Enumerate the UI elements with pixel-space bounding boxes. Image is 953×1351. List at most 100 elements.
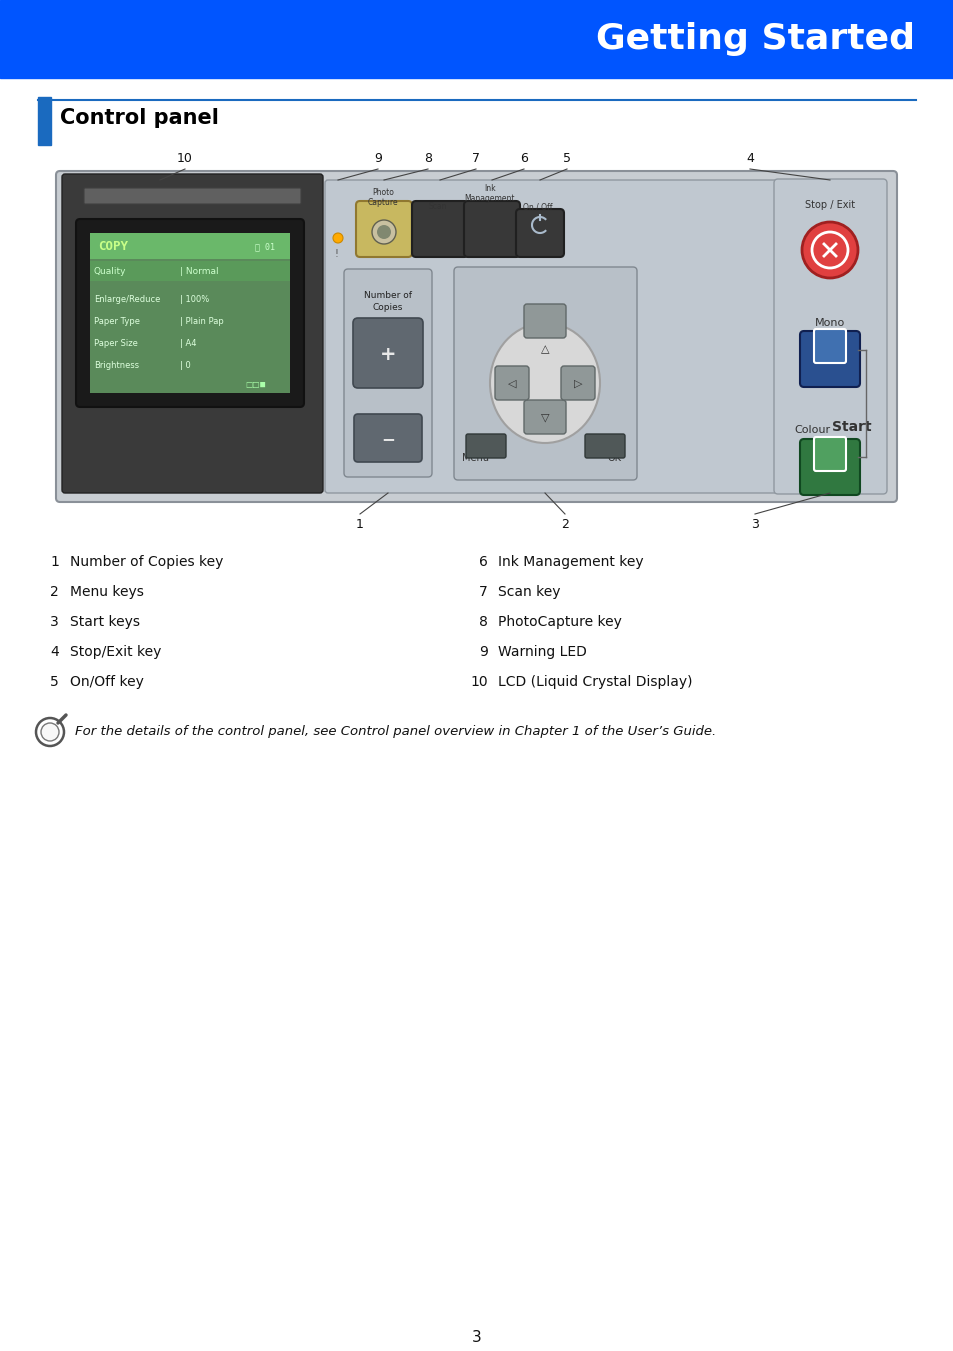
FancyBboxPatch shape [354, 413, 421, 462]
Text: Brightness: Brightness [94, 361, 139, 370]
Text: On / Off: On / Off [522, 203, 552, 211]
FancyBboxPatch shape [56, 172, 896, 503]
Text: 5: 5 [562, 153, 571, 165]
Text: Start: Start [831, 420, 871, 434]
Text: Enlarge/Reduce: Enlarge/Reduce [94, 295, 160, 304]
Text: COPY: COPY [98, 240, 128, 254]
Text: □□◼: □□◼ [245, 381, 266, 389]
FancyBboxPatch shape [76, 219, 304, 407]
Text: Control panel: Control panel [60, 108, 218, 128]
Text: Paper Type: Paper Type [94, 316, 140, 326]
Text: 10: 10 [470, 676, 488, 689]
Text: 9: 9 [478, 644, 488, 659]
FancyBboxPatch shape [412, 201, 468, 257]
Text: Photo
Capture: Photo Capture [367, 188, 398, 207]
FancyBboxPatch shape [523, 304, 565, 338]
Text: Scan key: Scan key [497, 585, 560, 598]
Text: 10: 10 [177, 153, 193, 165]
FancyBboxPatch shape [454, 267, 637, 480]
Text: !: ! [334, 249, 337, 259]
FancyBboxPatch shape [353, 317, 422, 388]
Text: Stop/Exit key: Stop/Exit key [70, 644, 161, 659]
Text: 1: 1 [355, 517, 363, 531]
Text: Ink
Management: Ink Management [464, 184, 515, 203]
Text: 2: 2 [560, 517, 568, 531]
Text: Getting Started: Getting Started [596, 22, 914, 55]
Text: Menu: Menu [462, 453, 489, 463]
Text: ◁: ◁ [507, 380, 516, 389]
Text: | A4: | A4 [180, 339, 196, 347]
Ellipse shape [490, 323, 599, 443]
Bar [38, 97, 51, 145]
Text: 8: 8 [478, 615, 488, 630]
Text: Number of Copies key: Number of Copies key [70, 555, 223, 569]
Text: | 0: | 0 [180, 361, 191, 370]
Circle shape [333, 232, 343, 243]
Text: Menu keys: Menu keys [70, 585, 144, 598]
Text: Warning LED: Warning LED [497, 644, 586, 659]
Circle shape [36, 717, 64, 746]
Text: Scan: Scan [428, 203, 447, 211]
Text: Quality: Quality [94, 267, 127, 277]
FancyBboxPatch shape [560, 366, 595, 400]
FancyBboxPatch shape [325, 180, 781, 493]
FancyBboxPatch shape [813, 330, 845, 363]
Text: △: △ [540, 345, 549, 354]
FancyBboxPatch shape [84, 188, 301, 204]
Text: LCD (Liquid Crystal Display): LCD (Liquid Crystal Display) [497, 676, 692, 689]
Text: Copies: Copies [373, 304, 403, 312]
FancyBboxPatch shape [800, 439, 859, 494]
FancyBboxPatch shape [355, 201, 412, 257]
Circle shape [372, 220, 395, 245]
FancyBboxPatch shape [465, 434, 505, 458]
Text: Paper Size: Paper Size [94, 339, 138, 347]
Text: OK: OK [607, 453, 621, 463]
Text: 2: 2 [50, 585, 59, 598]
Text: 8: 8 [423, 153, 432, 165]
Text: 4: 4 [745, 153, 753, 165]
Text: Start keys: Start keys [70, 615, 140, 630]
Text: | Normal: | Normal [180, 267, 218, 277]
Text: 9: 9 [374, 153, 381, 165]
Circle shape [376, 226, 391, 239]
Text: 6: 6 [519, 153, 527, 165]
FancyBboxPatch shape [584, 434, 624, 458]
Text: Colour: Colour [793, 426, 829, 435]
Bar [0, 0, 953, 78]
Text: +: + [379, 345, 395, 363]
Text: 7: 7 [478, 585, 488, 598]
Text: 3: 3 [50, 615, 59, 630]
Text: Number of: Number of [364, 290, 412, 300]
Text: | Plain Pap: | Plain Pap [180, 316, 224, 326]
Text: 5: 5 [50, 676, 59, 689]
FancyBboxPatch shape [813, 436, 845, 471]
Text: 3: 3 [472, 1331, 481, 1346]
Text: Stop / Exit: Stop / Exit [804, 200, 854, 209]
FancyBboxPatch shape [62, 174, 323, 493]
Text: Mono: Mono [814, 317, 844, 328]
FancyBboxPatch shape [800, 331, 859, 386]
FancyBboxPatch shape [773, 178, 886, 494]
FancyBboxPatch shape [344, 269, 432, 477]
Text: Ink Management key: Ink Management key [497, 555, 643, 569]
Text: 1: 1 [50, 555, 59, 569]
Text: ▽: ▽ [540, 412, 549, 422]
Text: 4: 4 [50, 644, 59, 659]
Bar [90, 232, 290, 393]
Text: PhotoCapture key: PhotoCapture key [497, 615, 621, 630]
Text: 6: 6 [478, 555, 488, 569]
Text: −: − [380, 430, 395, 449]
Text: ⎙ 01: ⎙ 01 [254, 242, 274, 251]
Text: 7: 7 [472, 153, 479, 165]
Text: | 100%: | 100% [180, 295, 209, 304]
Text: For the details of the control panel, see Control panel overview in Chapter 1 of: For the details of the control panel, se… [75, 725, 716, 739]
Text: On/Off key: On/Off key [70, 676, 144, 689]
Bar [90, 261, 290, 281]
Text: ▷: ▷ [573, 380, 581, 389]
FancyBboxPatch shape [495, 366, 529, 400]
FancyBboxPatch shape [523, 400, 565, 434]
FancyBboxPatch shape [516, 209, 563, 257]
Bar [90, 232, 290, 259]
FancyBboxPatch shape [463, 201, 519, 257]
Text: 3: 3 [750, 517, 759, 531]
